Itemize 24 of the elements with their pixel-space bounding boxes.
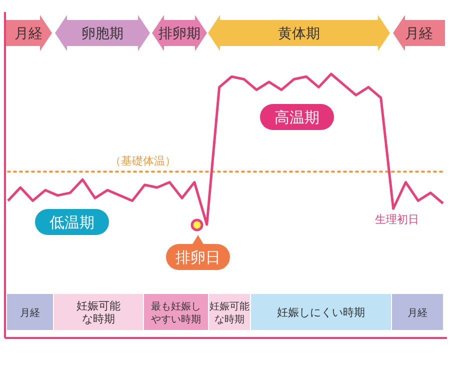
annotation: 低温期	[50, 213, 94, 232]
annotation: 月経	[20, 308, 40, 319]
ref-line-label: （基礎体温）	[110, 154, 176, 168]
annotation: 妊娠可能な時期	[210, 300, 250, 326]
phase-arrow: 排卵期	[152, 15, 207, 51]
phase-arrow: 月経	[5, 15, 52, 51]
annotation: 最も妊娠しやすい時期	[151, 302, 201, 326]
phase-arrow: 卵胞期	[55, 15, 150, 51]
label-pill: 低温期	[35, 209, 109, 235]
picture-phase-label: 妊娠しにくい時期	[251, 294, 391, 330]
annotation: 妊娠可能な時期	[76, 300, 120, 326]
picture-phase-label: 月経	[7, 294, 53, 330]
picture-phase-label: 月経	[392, 294, 443, 330]
annotation: 高温期	[274, 108, 320, 126]
annotation: 排卵日	[176, 248, 220, 266]
annotation: 生理初日	[375, 213, 419, 226]
label-pill: 高温期	[260, 104, 334, 130]
phase-arrow: 月経	[393, 15, 445, 51]
picture-phase-label: 妊娠可能な時期	[54, 294, 143, 330]
phase-arrow: 黄体期	[208, 15, 390, 51]
picture-phase-label: 最も妊娠しやすい時期	[144, 294, 208, 330]
annotation: 月経	[408, 308, 428, 319]
picture-phase-label: 妊娠可能な時期	[209, 294, 250, 330]
annotation: 妊娠しにくい時期	[277, 306, 365, 319]
